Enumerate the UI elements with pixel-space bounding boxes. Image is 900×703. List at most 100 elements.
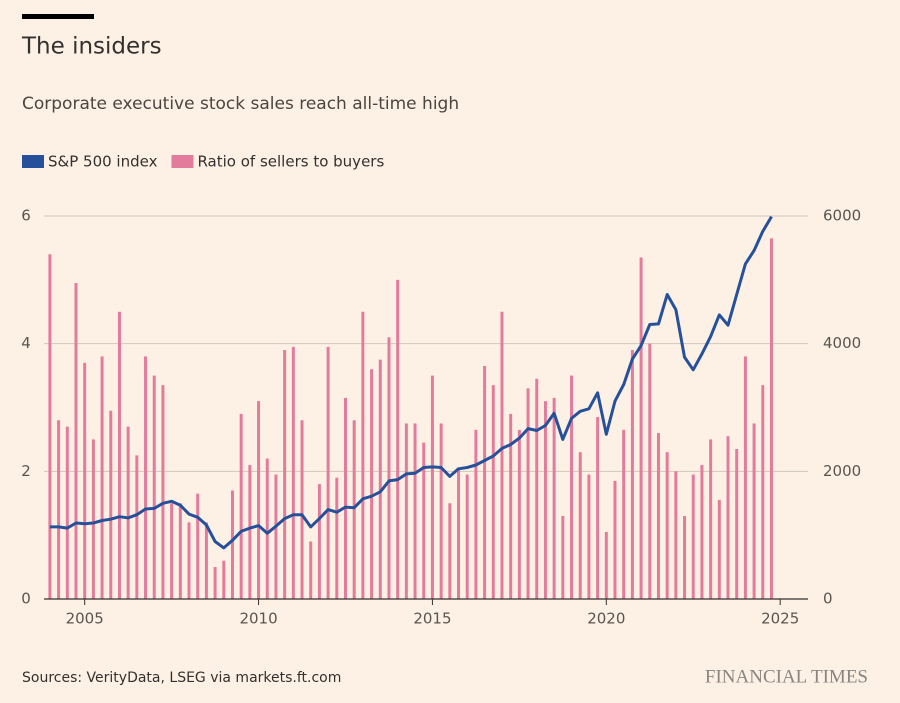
bar [509,413,513,599]
bar [222,560,226,599]
legend-swatch [171,155,194,168]
bar [448,503,452,599]
bar [656,433,660,599]
bar [274,474,278,599]
x-tick-label: 2005 [66,610,104,628]
bar [126,426,130,599]
bar [100,356,104,599]
bar [326,346,330,599]
y2-tick-label: 4000 [823,334,861,352]
bar [335,477,339,599]
bar [674,471,678,599]
bar [561,516,565,599]
source: Sources: VerityData, LSEG via markets.ft… [22,670,341,686]
bar [144,356,148,599]
bar [752,423,756,599]
bar [457,468,461,599]
bar [439,423,443,599]
y2-tick-label: 2000 [823,462,861,480]
bar [48,254,52,600]
bar [387,337,391,599]
x-tick-label: 2025 [761,610,799,628]
bar [178,503,182,599]
bar [700,464,704,599]
bar [743,356,747,599]
chart-title: The insiders [21,34,162,60]
bar [204,522,208,599]
bar [596,417,600,599]
bar [57,420,61,599]
bar [291,346,295,599]
bar [578,452,582,599]
legend-label: Ratio of sellers to buyers [197,153,384,171]
bar [230,490,234,599]
bar [65,426,69,599]
bar [74,283,78,599]
bar [604,531,608,599]
bar [309,541,313,599]
bar [639,257,643,599]
bar [552,397,556,599]
legend-swatch [22,155,44,168]
bar [630,350,634,599]
bar [543,401,547,599]
bar [761,385,765,599]
y2-tick-label: 6000 [823,207,861,225]
bar [622,429,626,599]
legend-label: S&P 500 index [48,153,158,171]
bar [361,311,365,599]
top-bar [22,14,94,19]
bar [91,439,95,599]
bar [483,366,487,599]
bar [570,375,574,599]
bar [283,350,287,599]
bar [526,388,530,599]
x-tick-label: 2015 [413,610,451,628]
bar [83,362,87,599]
bar [474,429,478,599]
bar [117,311,121,599]
bar [535,378,539,599]
bar [465,474,469,599]
bar [343,397,347,599]
y-tick-label: 0 [21,590,31,608]
bar [170,503,174,599]
bar [239,413,243,599]
y-tick-label: 4 [21,334,31,352]
bar [213,567,217,599]
bar [352,420,356,599]
line [49,215,773,550]
bar [717,500,721,599]
bar [735,448,739,599]
bar [500,311,504,599]
bar [248,464,252,599]
bar [491,385,495,599]
x-tick-label: 2010 [239,610,277,628]
bar [769,238,773,599]
bar [257,401,261,599]
bar [300,420,304,599]
bar [187,522,191,599]
bar [709,439,713,599]
brand: FINANCIAL TIMES [705,666,868,687]
bar [691,474,695,599]
bar [683,516,687,599]
y2-tick-label: 0 [823,590,833,608]
bar [648,343,652,599]
bar [396,279,400,599]
bar [430,375,434,599]
x-tick-label: 2020 [587,610,625,628]
bar [413,423,417,599]
bar [196,493,200,599]
bar [587,474,591,599]
bar [265,458,269,599]
bar [378,359,382,599]
bar [404,423,408,599]
bar [613,480,617,599]
bar [422,442,426,599]
bar [152,375,156,599]
bar [665,452,669,599]
chart-subtitle: Corporate executive stock sales reach al… [22,94,459,114]
